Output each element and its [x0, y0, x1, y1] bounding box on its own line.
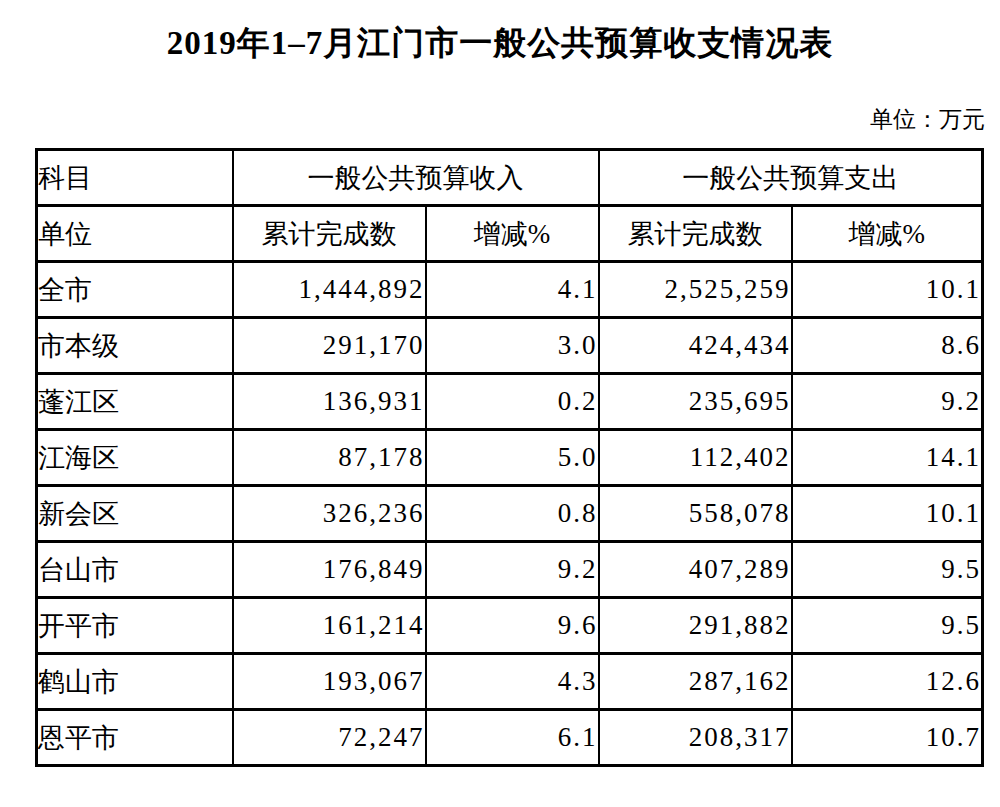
rev-cumulative-cell: 161,214 — [233, 598, 426, 654]
region-cell: 市本级 — [37, 318, 233, 374]
exp-change-cell: 10.1 — [792, 262, 983, 318]
rev-change-cell: 6.1 — [426, 710, 599, 766]
region-cell: 台山市 — [37, 542, 233, 598]
rev-change-cell: 9.6 — [426, 598, 599, 654]
exp-cumulative-cell: 112,402 — [599, 430, 792, 486]
rev-cumulative-cell: 72,247 — [233, 710, 426, 766]
exp-change-cell: 8.6 — [792, 318, 983, 374]
budget-table: 科目 一般公共预算收入 一般公共预算支出 单位 累计完成数 增减% 累计完成数 … — [35, 148, 984, 767]
rev-cumulative-cell: 136,931 — [233, 374, 426, 430]
exp-change-cell: 10.7 — [792, 710, 983, 766]
exp-cumulative-cell: 558,078 — [599, 486, 792, 542]
region-cell: 蓬江区 — [37, 374, 233, 430]
exp-cumulative-cell: 235,695 — [599, 374, 792, 430]
exp-change-cell: 14.1 — [792, 430, 983, 486]
exp-change-cell: 12.6 — [792, 654, 983, 710]
rev-cumulative-cell: 1,444,892 — [233, 262, 426, 318]
exp-change-cell: 9.2 — [792, 374, 983, 430]
header-revenue-group: 一般公共预算收入 — [233, 150, 599, 206]
header-expenditure-group: 一般公共预算支出 — [599, 150, 983, 206]
table-row: 新会区 326,236 0.8 558,078 10.1 — [37, 486, 983, 542]
rev-cumulative-cell: 87,178 — [233, 430, 426, 486]
rev-change-cell: 4.1 — [426, 262, 599, 318]
region-cell: 全市 — [37, 262, 233, 318]
rev-change-cell: 5.0 — [426, 430, 599, 486]
table-row: 恩平市 72,247 6.1 208,317 10.7 — [37, 710, 983, 766]
rev-cumulative-cell: 176,849 — [233, 542, 426, 598]
header-exp-cumulative: 累计完成数 — [599, 206, 792, 262]
region-cell: 恩平市 — [37, 710, 233, 766]
rev-cumulative-cell: 291,170 — [233, 318, 426, 374]
rev-change-cell: 0.2 — [426, 374, 599, 430]
header-row-groups: 科目 一般公共预算收入 一般公共预算支出 — [37, 150, 983, 206]
exp-cumulative-cell: 287,162 — [599, 654, 792, 710]
exp-change-cell: 9.5 — [792, 542, 983, 598]
header-rev-cumulative: 累计完成数 — [233, 206, 426, 262]
region-cell: 开平市 — [37, 598, 233, 654]
exp-cumulative-cell: 407,289 — [599, 542, 792, 598]
document-page: 2019年1–7月江门市一般公共预算收支情况表 单位：万元 科目 一般公共预算收… — [0, 0, 1000, 807]
rev-cumulative-cell: 326,236 — [233, 486, 426, 542]
table-row: 市本级 291,170 3.0 424,434 8.6 — [37, 318, 983, 374]
region-cell: 新会区 — [37, 486, 233, 542]
exp-change-cell: 10.1 — [792, 486, 983, 542]
table-row: 全市 1,444,892 4.1 2,525,259 10.1 — [37, 262, 983, 318]
rev-change-cell: 4.3 — [426, 654, 599, 710]
table-row: 开平市 161,214 9.6 291,882 9.5 — [37, 598, 983, 654]
table-row: 江海区 87,178 5.0 112,402 14.1 — [37, 430, 983, 486]
header-exp-change: 增减% — [792, 206, 983, 262]
exp-cumulative-cell: 2,525,259 — [599, 262, 792, 318]
region-cell: 鹤山市 — [37, 654, 233, 710]
rev-cumulative-cell: 193,067 — [233, 654, 426, 710]
region-cell: 江海区 — [37, 430, 233, 486]
rev-change-cell: 3.0 — [426, 318, 599, 374]
exp-change-cell: 9.5 — [792, 598, 983, 654]
header-rev-change: 增减% — [426, 206, 599, 262]
exp-cumulative-cell: 291,882 — [599, 598, 792, 654]
header-subject: 科目 — [37, 150, 233, 206]
header-unit: 单位 — [37, 206, 233, 262]
exp-cumulative-cell: 208,317 — [599, 710, 792, 766]
exp-cumulative-cell: 424,434 — [599, 318, 792, 374]
unit-note: 单位：万元 — [35, 106, 985, 134]
rev-change-cell: 0.8 — [426, 486, 599, 542]
table-row: 蓬江区 136,931 0.2 235,695 9.2 — [37, 374, 983, 430]
header-row-columns: 单位 累计完成数 增减% 累计完成数 增减% — [37, 206, 983, 262]
rev-change-cell: 9.2 — [426, 542, 599, 598]
table-row: 台山市 176,849 9.2 407,289 9.5 — [37, 542, 983, 598]
table-row: 鹤山市 193,067 4.3 287,162 12.6 — [37, 654, 983, 710]
page-title: 2019年1–7月江门市一般公共预算收支情况表 — [0, 22, 1000, 64]
